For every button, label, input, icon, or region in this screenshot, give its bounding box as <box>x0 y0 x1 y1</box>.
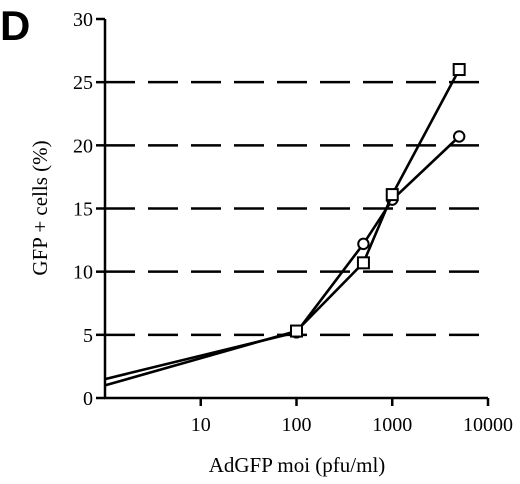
circle-marker <box>357 237 370 251</box>
y-tick-label: 10 <box>73 262 93 284</box>
square-marker <box>452 63 466 77</box>
panel-letter: D <box>0 2 30 49</box>
square-marker <box>290 324 303 338</box>
y-axis-title: GFP + cells (%) <box>28 140 52 275</box>
gridlines <box>105 80 488 337</box>
square-marker <box>356 256 370 270</box>
x-tick-label: 100 <box>282 414 312 436</box>
x-tick-label: 10 <box>191 414 211 436</box>
y-tick-label: 5 <box>83 325 93 347</box>
circle-marker <box>452 130 466 143</box>
x-tick-label: 1000 <box>372 414 412 436</box>
y-tick-label: 30 <box>73 9 93 31</box>
y-tick-label: 20 <box>73 135 93 157</box>
series-line-circle <box>104 135 461 381</box>
square-marker <box>385 188 399 202</box>
y-tick-label: 0 <box>83 388 93 410</box>
x-axis-title: AdGFP moi (pfu/ml) <box>209 453 386 477</box>
y-tick-label: 25 <box>73 72 93 94</box>
series <box>104 63 466 387</box>
ticks: 0 5 10 15 20 25 30 10 100 1000 10000 <box>73 9 513 436</box>
x-tick-label: 10000 <box>463 414 513 436</box>
series-line-square <box>104 68 461 387</box>
y-tick-label: 15 <box>73 199 93 221</box>
